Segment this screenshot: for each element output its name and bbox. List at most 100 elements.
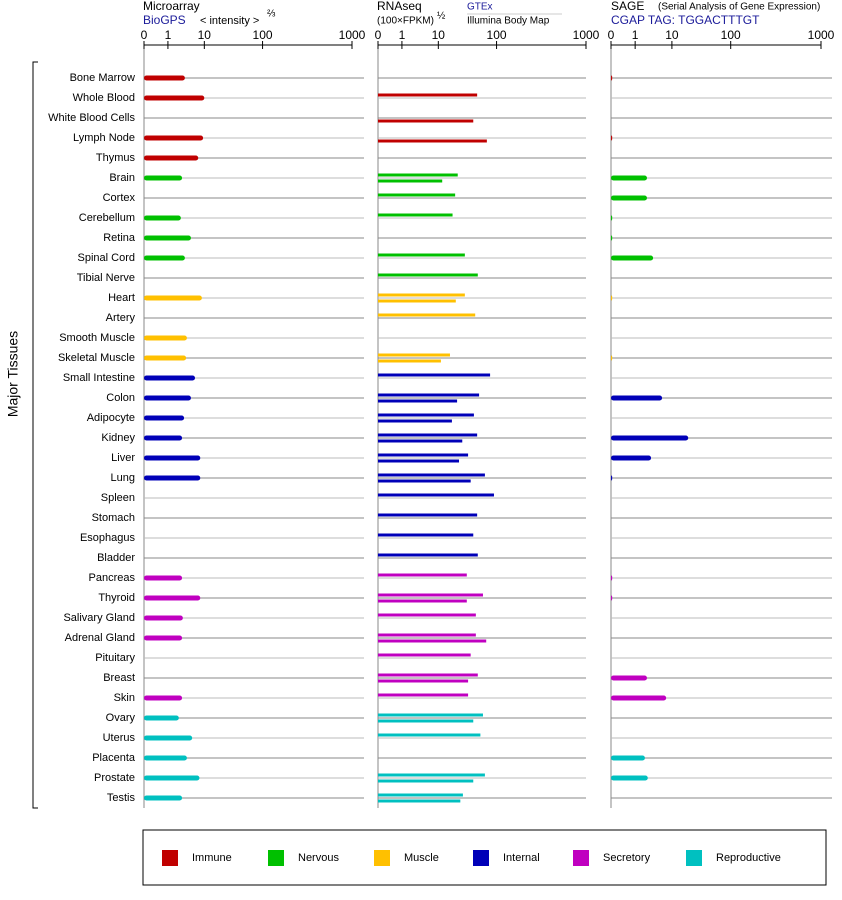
x-tick-label: 1000 xyxy=(573,28,600,42)
bar xyxy=(611,75,613,81)
x-tick-label: 100 xyxy=(253,28,273,42)
bar xyxy=(378,773,485,777)
category-label: Adipocyte xyxy=(87,412,135,424)
x-tick-label: 0 xyxy=(141,28,148,42)
legend-label: Immune xyxy=(192,852,232,864)
category-label: Colon xyxy=(106,392,135,404)
bar xyxy=(378,593,483,597)
category-label: Lung xyxy=(111,472,135,484)
bar xyxy=(144,75,185,81)
legend-label: Secretory xyxy=(603,852,651,864)
series-name: GTEx xyxy=(467,2,493,13)
legend-swatch xyxy=(162,850,178,866)
bar xyxy=(378,313,476,317)
bar xyxy=(611,255,654,261)
category-label: Pancreas xyxy=(89,572,136,584)
category-label: Liver xyxy=(111,452,135,464)
x-tick-label: 0 xyxy=(375,28,382,42)
bar xyxy=(144,295,202,301)
legend-label: Nervous xyxy=(298,852,339,864)
legend-swatch xyxy=(473,850,489,866)
category-label: Cortex xyxy=(103,192,136,204)
bar xyxy=(144,255,185,261)
bar xyxy=(144,355,187,361)
category-label: Thyroid xyxy=(98,592,135,604)
bar xyxy=(144,755,187,761)
bar xyxy=(144,175,183,181)
bar xyxy=(378,533,474,537)
panel-subtitle: (Serial Analysis of Gene Expression) xyxy=(658,2,820,13)
x-tick-label: 1000 xyxy=(339,28,366,42)
bar xyxy=(144,235,191,241)
bar xyxy=(144,595,201,601)
bar xyxy=(378,439,463,443)
bar xyxy=(144,455,201,461)
bar xyxy=(611,595,613,601)
category-label: Retina xyxy=(103,232,136,244)
x-tick-label: 100 xyxy=(721,28,741,42)
bar xyxy=(378,713,483,717)
bar xyxy=(378,273,478,277)
bar xyxy=(144,215,181,221)
bar xyxy=(144,635,183,641)
x-tick-label: 100 xyxy=(487,28,507,42)
bar xyxy=(378,419,452,423)
bar xyxy=(144,155,199,161)
bar xyxy=(378,413,474,417)
bar xyxy=(144,95,205,101)
category-label: Lymph Node xyxy=(73,132,135,144)
bar xyxy=(378,359,441,363)
category-label: Stomach xyxy=(92,512,135,524)
panel-title: SAGE xyxy=(611,0,644,13)
bar xyxy=(144,695,183,701)
category-label: Adrenal Gland xyxy=(65,632,135,644)
bar xyxy=(378,679,469,683)
bar xyxy=(378,473,485,477)
panel-title: Microarray xyxy=(143,0,200,13)
bar xyxy=(378,139,487,143)
bar xyxy=(144,435,183,441)
category-label: Bone Marrow xyxy=(70,72,135,84)
bar xyxy=(378,613,476,617)
bar xyxy=(378,513,478,517)
bar xyxy=(378,253,465,257)
category-label: Kidney xyxy=(101,432,135,444)
bar xyxy=(378,393,480,397)
bar xyxy=(378,793,463,797)
bar xyxy=(378,779,474,783)
series-name: BioGPS xyxy=(143,13,186,27)
category-label: Pituitary xyxy=(95,652,135,664)
category-label: Brain xyxy=(109,172,135,184)
bar xyxy=(378,453,469,457)
x-tick-label: 1000 xyxy=(808,28,835,42)
bar xyxy=(378,433,478,437)
bar xyxy=(611,135,613,141)
bar xyxy=(378,299,456,303)
category-label: Ovary xyxy=(106,712,136,724)
bar xyxy=(144,715,179,721)
series-name: Illumina Body Map xyxy=(467,16,550,27)
bar xyxy=(611,235,613,241)
bar xyxy=(378,373,491,377)
legend-label: Reproductive xyxy=(716,852,781,864)
bar xyxy=(378,673,478,677)
bar xyxy=(611,175,647,181)
category-label: Artery xyxy=(106,312,136,324)
x-tick-label: 0 xyxy=(608,28,615,42)
bar xyxy=(611,475,613,481)
bar xyxy=(144,135,204,141)
bar xyxy=(378,733,481,737)
bracket xyxy=(32,61,38,809)
category-label: Prostate xyxy=(94,772,135,784)
x-tick-label: 10 xyxy=(432,28,446,42)
bar xyxy=(378,119,474,123)
bar xyxy=(144,795,183,801)
x-tick-label: 1 xyxy=(399,28,406,42)
category-label: Small Intestine xyxy=(63,372,135,384)
bar xyxy=(378,353,450,357)
panel-title: RNAseq xyxy=(377,0,422,13)
bar xyxy=(611,675,647,681)
bar xyxy=(611,195,647,201)
category-label: Skin xyxy=(114,692,135,704)
